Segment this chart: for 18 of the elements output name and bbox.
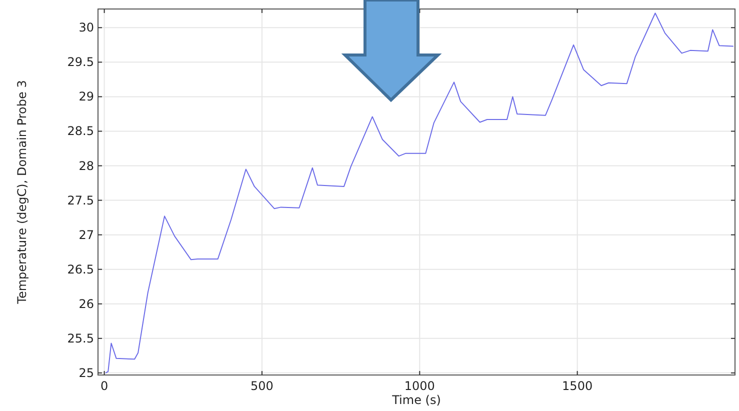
y-tick-label: 25: [78, 366, 94, 380]
y-tick-label: 30: [78, 20, 94, 35]
y-tick-label: 26.5: [67, 262, 94, 276]
y-axis-title: Temperature (degC), Domain Probe 3: [15, 80, 29, 305]
x-tick-label: 1500: [562, 379, 593, 393]
y-tick-label: 28.5: [67, 124, 94, 138]
x-axis-title: Time (s): [391, 393, 441, 407]
x-tick-label: 0: [100, 379, 108, 393]
y-tick-label: 28: [78, 158, 94, 173]
y-tick-label: 25.5: [67, 331, 94, 346]
x-tick-label: 500: [250, 379, 274, 393]
x-tick-label: 1000: [404, 379, 435, 393]
line-series: [105, 12, 734, 374]
y-tick-label: 29: [78, 90, 94, 104]
y-tick-label: 29.5: [67, 55, 94, 70]
y-tick-label: 27: [78, 228, 94, 242]
y-tick-label: 27.5: [67, 193, 94, 208]
y-tick-label: 26: [78, 296, 94, 311]
